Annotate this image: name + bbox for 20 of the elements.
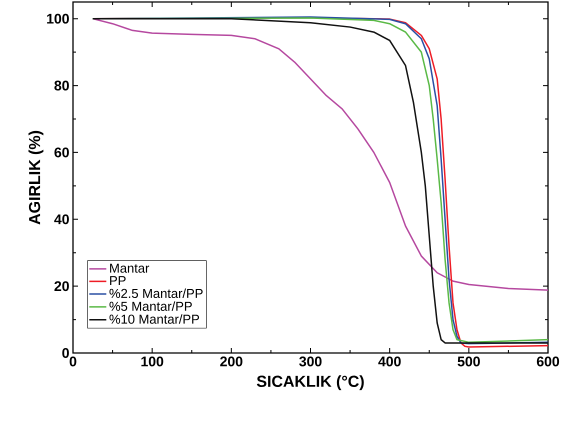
legend-label: %5 Mantar/PP [110,301,192,311]
y-tick-label: 80 [54,80,69,91]
x-tick-label: 500 [458,356,480,366]
x-tick-label: 300 [299,356,322,366]
y-tick-label: 100 [47,14,69,24]
x-tick-label: 400 [378,356,401,366]
x-tick-label: 600 [536,356,560,366]
y-tick-label: 0 [62,348,69,358]
x-axis-title: SICAKLIK (°C) [256,375,364,390]
y-tick-label: 40 [54,214,69,224]
x-tick-label: 0 [70,356,76,366]
legend-label: PP [110,276,126,286]
legend-label: %2.5 Mantar/PP [110,288,203,298]
y-axis-title: AGIRLIK (%) [28,130,44,224]
y-tick-label: 20 [54,281,69,292]
x-tick-label: 200 [220,356,242,366]
legend-label: Mantar [110,264,150,273]
legend-label: %10 Mantar/PP [110,314,200,324]
x-tick-label: 100 [141,356,164,366]
y-tick-label: 60 [54,147,69,158]
